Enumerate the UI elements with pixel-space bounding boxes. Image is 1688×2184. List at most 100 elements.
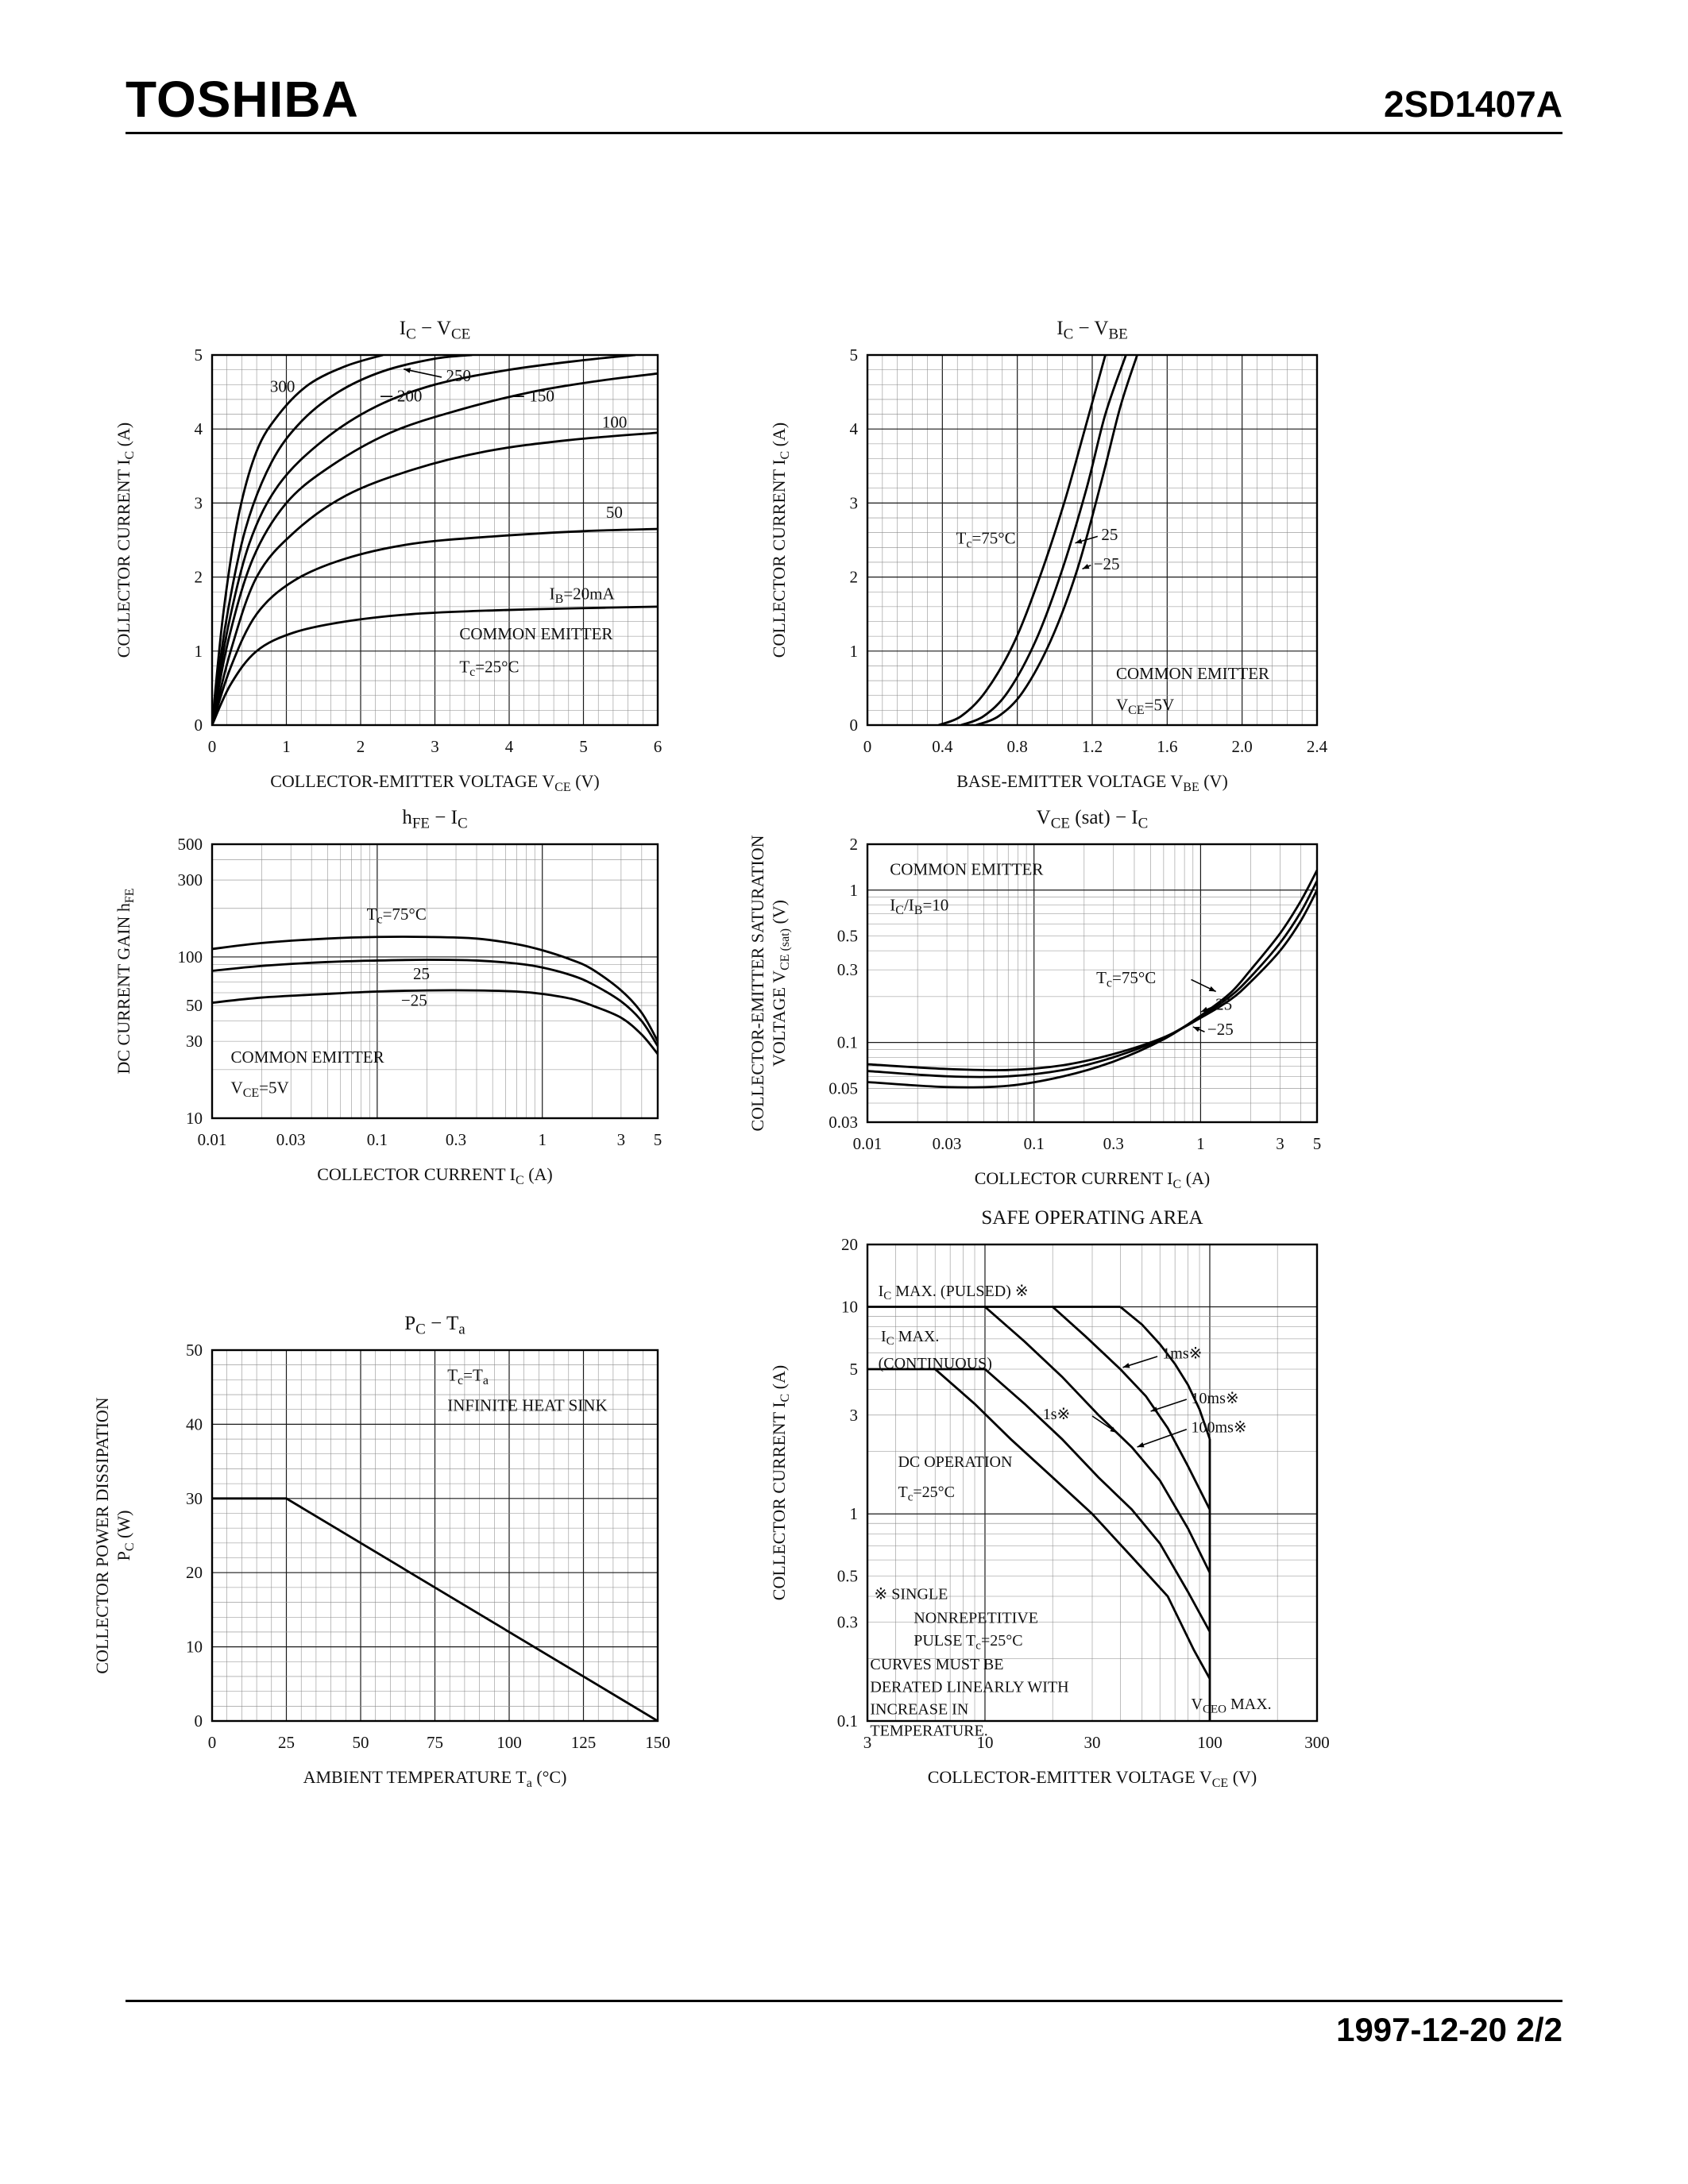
y-tick-label: 5 <box>195 345 203 365</box>
y-tick-label: 0.5 <box>837 927 858 946</box>
arrowhead <box>404 368 411 373</box>
arrowhead <box>1110 1426 1118 1433</box>
annotation: 50 <box>606 503 623 522</box>
annotation: TEMPERATURE. <box>870 1723 987 1740</box>
x-tick-label: 10 <box>976 1733 993 1752</box>
y-tick-label: 5 <box>850 345 859 365</box>
toshiba-logo: TOSHIBA <box>126 71 359 128</box>
y-tick-label: 4 <box>850 419 859 438</box>
y-tick-label: 20 <box>186 1563 203 1582</box>
annotation: Tc=75°C <box>956 529 1016 551</box>
y-axis-title: COLLECTOR CURRENT IC (A) <box>769 423 792 658</box>
y-tick-label: 3 <box>195 493 203 512</box>
leader-line <box>1137 1429 1188 1448</box>
y-axis-title: VOLTAGE VCE (sat) (V) <box>769 900 792 1067</box>
series-ib-20ma <box>212 605 658 725</box>
series-ib-50ma <box>212 527 658 725</box>
y-tick-label: 10 <box>186 1638 203 1657</box>
x-tick-label: 0.3 <box>1103 1134 1124 1153</box>
x-axis-title: COLLECTOR CURRENT IC (A) <box>975 1168 1210 1191</box>
x-tick-label: 4 <box>505 737 514 756</box>
x-tick-label: 3 <box>431 737 439 756</box>
annotation: 25 <box>413 964 430 983</box>
plot-border <box>211 843 659 1120</box>
series-tc-25c <box>212 959 658 1047</box>
y-axis-title: COLLECTOR CURRENT IC (A) <box>769 1365 792 1600</box>
x-axis-title: BASE-EMITTER VOLTAGE VBE (V) <box>956 771 1228 794</box>
x-axis-title: COLLECTOR CURRENT IC (A) <box>317 1164 552 1187</box>
x-tick-label: 0 <box>208 737 217 756</box>
chart-title: PC − Ta <box>404 1313 465 1338</box>
arrowhead <box>1200 1006 1208 1013</box>
x-tick-label: 0.01 <box>853 1134 883 1153</box>
x-tick-label: 100 <box>496 1733 522 1752</box>
chart-title: SAFE OPERATING AREA <box>981 1207 1203 1229</box>
chart-hfe-ic: 0.01 0.03 0.1 0.3 1 3 5 10 30 50 100 300 500 hFE − IC… <box>114 807 662 1187</box>
arrowhead <box>1208 986 1216 992</box>
y-tick-label: 300 <box>178 870 203 889</box>
x-tick-label: 30 <box>1084 1733 1101 1752</box>
x-tick-label: 2.0 <box>1232 737 1253 756</box>
part-number: 2SD1407A <box>1383 83 1562 125</box>
y-tick-label: 0 <box>195 1711 203 1731</box>
annotation: INFINITE HEAT SINK <box>447 1396 607 1415</box>
series-ib-100ma <box>212 431 658 725</box>
annotation: 100 <box>602 412 628 431</box>
x-tick-label: 2.4 <box>1307 737 1328 756</box>
x-tick-label: 25 <box>278 1733 295 1752</box>
series-tc-minus25c <box>867 889 1317 1071</box>
annotation: PULSE Tc=25°C <box>914 1632 1022 1652</box>
annotation: Tc=25°C <box>459 657 519 679</box>
footer-rule <box>126 2000 1562 2002</box>
annotation: VCE=5V <box>1116 695 1174 717</box>
x-tick-label: 75 <box>427 1733 443 1752</box>
annotation: 10ms※ <box>1192 1390 1239 1407</box>
chart-title: VCE (sat) − IC <box>1037 807 1149 832</box>
y-tick-label: 10 <box>841 1297 858 1316</box>
series-pulse-10ms <box>1052 1306 1211 1511</box>
annotation: NONREPETITIVE <box>914 1609 1038 1626</box>
series-ib-250ma <box>212 355 473 725</box>
arrowhead <box>1122 1363 1130 1368</box>
chart-safe-operating-area: 3 10 30 100 300 0.1 0.3 0.5 1 3 5 10 20 SAFE OPERATIN… <box>769 1207 1330 1790</box>
y-tick-label: 0.1 <box>837 1711 858 1731</box>
annotation: COMMON EMITTER <box>890 860 1043 879</box>
x-tick-label: 5 <box>1313 1134 1322 1153</box>
annotation: −25 <box>1094 554 1120 573</box>
y-tick-label: 0.5 <box>837 1567 858 1586</box>
x-tick-label: 6 <box>654 737 662 756</box>
annotation: DC OPERATION <box>898 1453 1012 1471</box>
y-tick-label: 3 <box>850 1406 859 1425</box>
x-tick-label: 1 <box>1196 1134 1205 1153</box>
annotation: IC MAX. (PULSED) ※ <box>879 1283 1029 1302</box>
y-tick-label: 0.1 <box>837 1033 858 1052</box>
x-tick-label: 100 <box>1197 1733 1223 1752</box>
annotation: Tc=Ta <box>447 1365 489 1387</box>
series-tc-75c <box>938 355 1107 725</box>
annotation: 25 <box>1215 994 1232 1013</box>
x-tick-label: 3 <box>1276 1134 1284 1153</box>
annotation: CURVES MUST BE <box>870 1656 1003 1673</box>
y-tick-label: 2 <box>850 835 859 854</box>
x-tick-label: 0.03 <box>276 1130 306 1149</box>
plot-border <box>211 353 659 727</box>
y-tick-label: 0 <box>850 716 859 735</box>
annotation: DERATED LINEARLY WITH <box>870 1678 1068 1696</box>
arrowhead <box>1192 1026 1200 1032</box>
annotation: 25 <box>1101 525 1118 544</box>
annotation: Tc=75°C <box>367 905 427 927</box>
annotation: 100ms※ <box>1192 1418 1247 1436</box>
y-tick-label: 30 <box>186 1489 203 1508</box>
chart-title: IC − VBE <box>1056 318 1128 343</box>
y-tick-label: 100 <box>178 947 203 967</box>
arrowhead <box>1082 563 1090 569</box>
x-axis-title: AMBIENT TEMPERATURE Ta (°C) <box>303 1767 567 1790</box>
x-tick-label: 0.1 <box>1024 1134 1045 1153</box>
series-tc-minus25c <box>975 355 1138 725</box>
annotation: COMMON EMITTER <box>459 624 612 643</box>
series-tc-25c <box>960 355 1127 725</box>
x-tick-label: 0.4 <box>932 737 953 756</box>
annotation: COMMON EMITTER <box>231 1048 384 1067</box>
x-tick-label: 2 <box>357 737 365 756</box>
